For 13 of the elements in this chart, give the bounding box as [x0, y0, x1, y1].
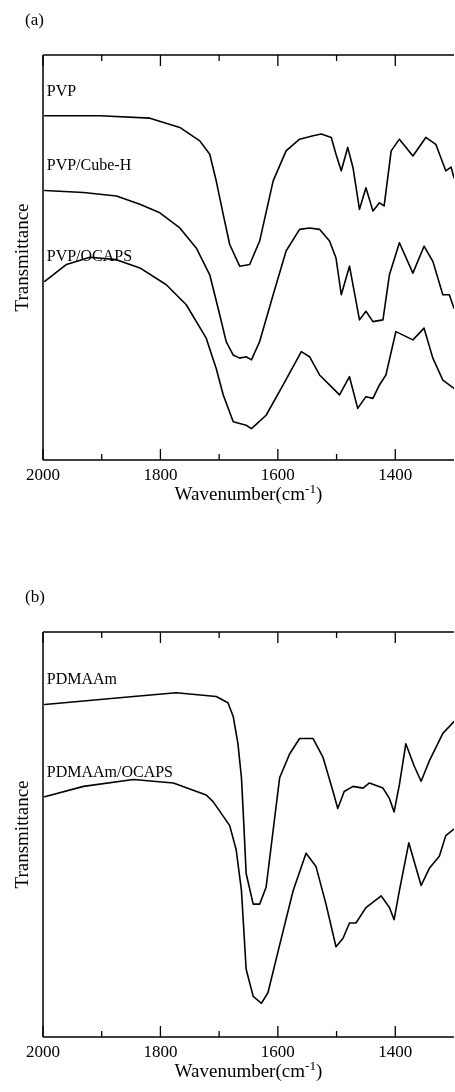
x-tick-label: 1400	[378, 465, 413, 484]
x-tick-label: 1400	[378, 1042, 413, 1061]
legend-label: PVP	[46, 81, 77, 99]
y-axis-title: Transmittance	[11, 780, 32, 889]
chart-title: (a)	[25, 10, 44, 29]
series-label: PVP/OCAPS	[46, 247, 133, 265]
x-tick-label: 2000	[26, 465, 60, 484]
x-tick-label: 2000	[26, 1042, 60, 1061]
chart-title: (b)	[25, 587, 45, 606]
series-label: PDMAAm/OCAPS	[46, 762, 174, 780]
series-label: PVP/Cube-H	[46, 156, 132, 174]
series-label: PDMAAm	[46, 670, 118, 688]
y-axis-title: Transmittance	[11, 203, 32, 312]
